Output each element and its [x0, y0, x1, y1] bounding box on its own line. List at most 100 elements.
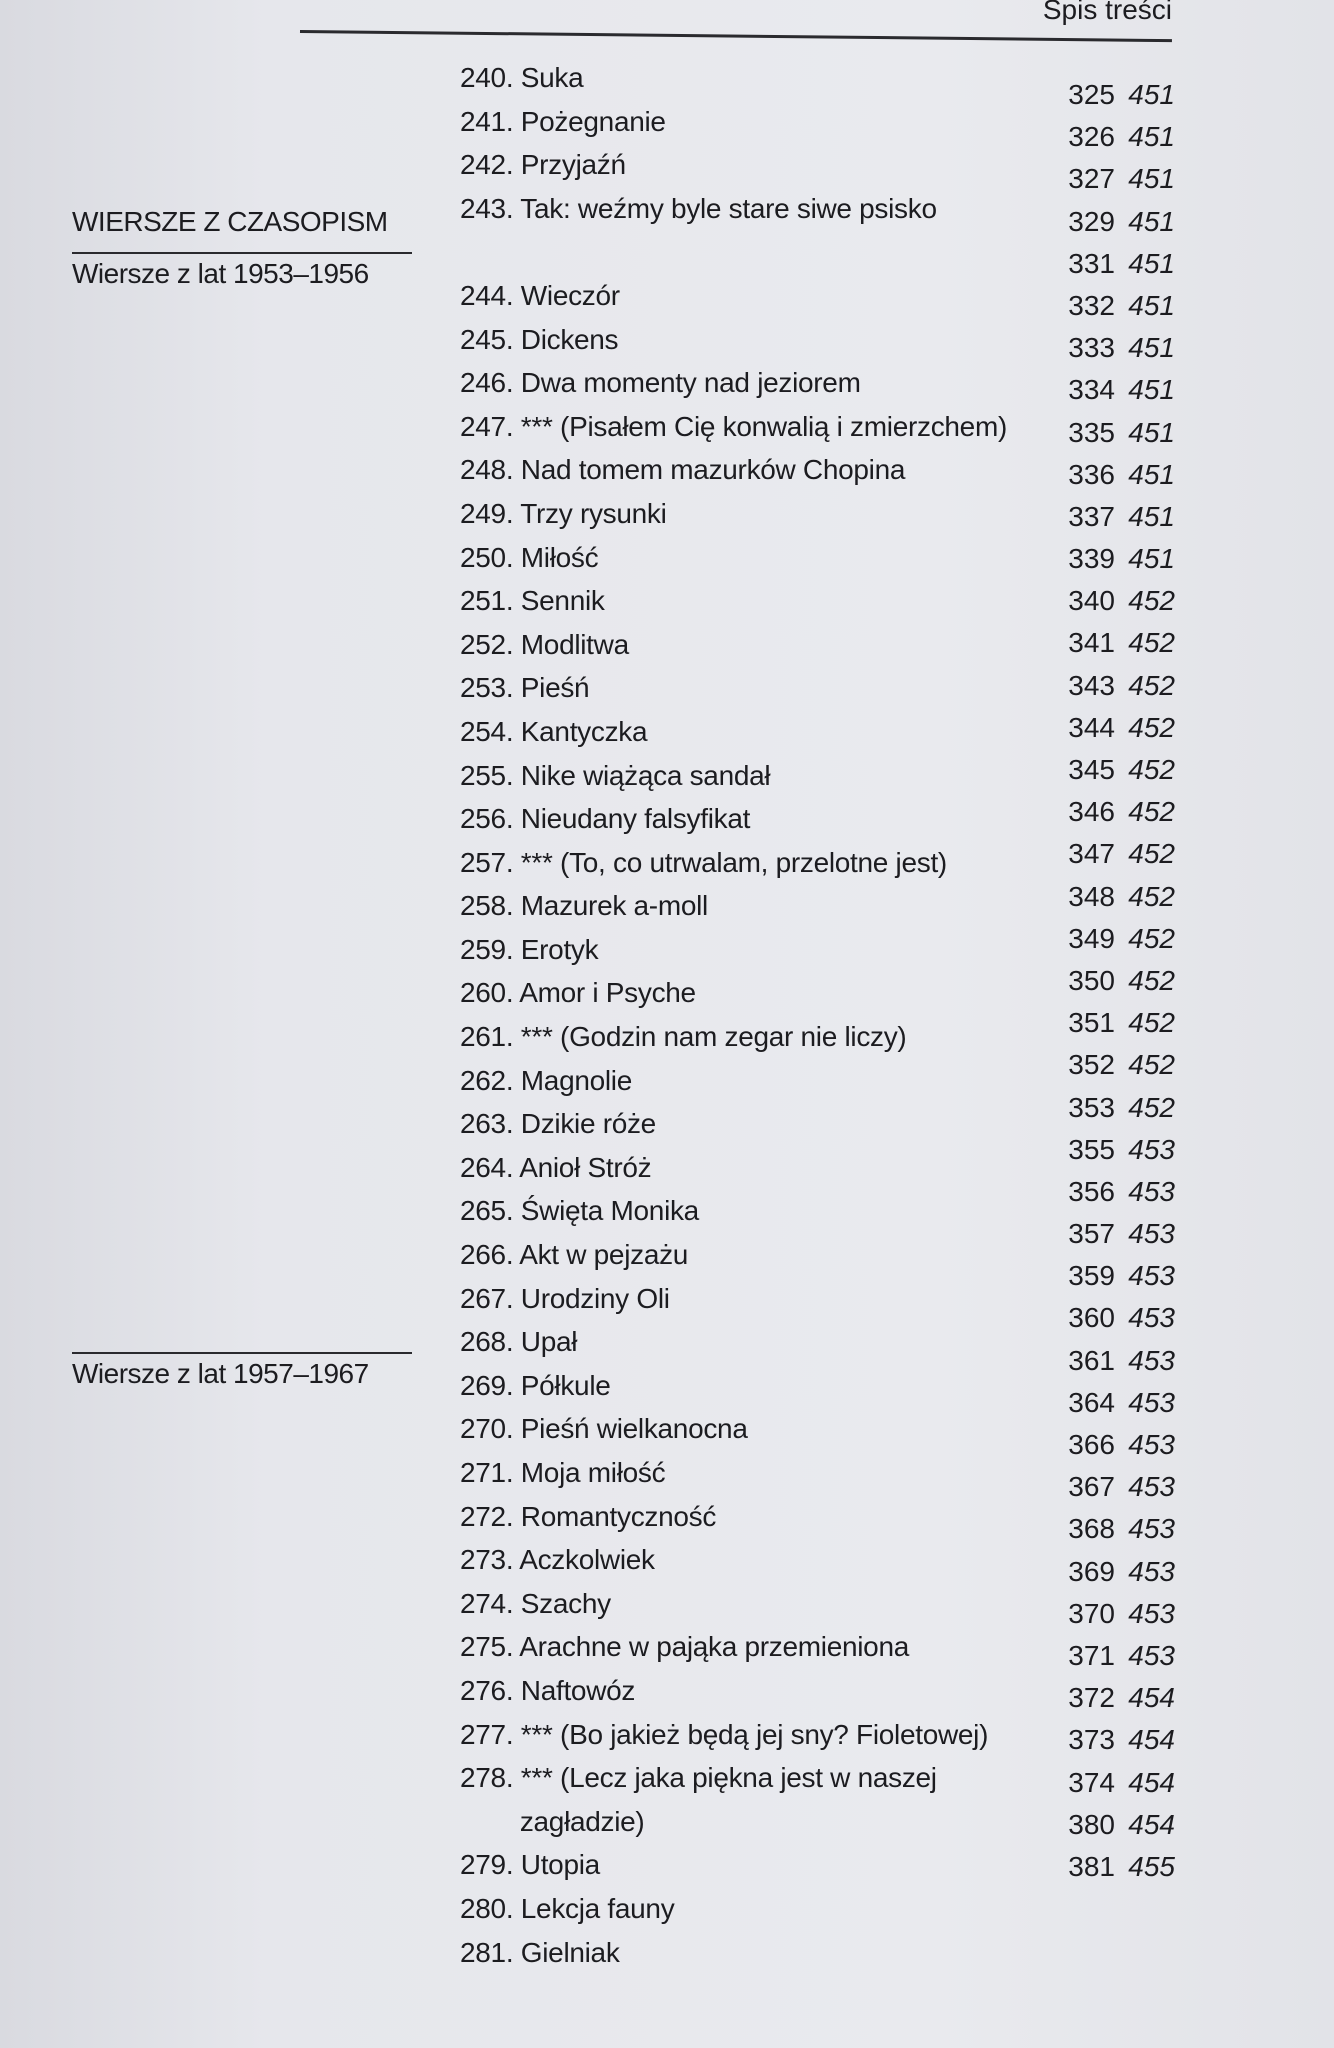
- toc-entry: 257. *** (To, co utrwalam, przelotne jes…: [460, 846, 947, 878]
- notes-page-number: 453: [1128, 1218, 1175, 1250]
- section-rule: [72, 252, 412, 254]
- notes-page-number: 452: [1128, 1007, 1175, 1039]
- page-number-pair: 326 451: [1055, 116, 1175, 158]
- toc-entry: 260. Amor i Psyche: [460, 977, 696, 1009]
- toc-entry: 270. Pieśń wielkanocna: [460, 1413, 748, 1445]
- notes-page-number: 453: [1128, 1260, 1175, 1292]
- toc-entry: 245. Dickens: [460, 323, 619, 355]
- notes-page-number: 451: [1128, 121, 1175, 153]
- page-number-pair: 368 453: [1055, 1508, 1175, 1550]
- text-page-number: 346: [1068, 796, 1115, 828]
- page-number-pair: 356 453: [1055, 1171, 1175, 1213]
- notes-page-number: 453: [1128, 1513, 1175, 1545]
- text-page-number: 325: [1068, 79, 1115, 110]
- notes-page-number: 452: [1128, 922, 1175, 954]
- toc-entry: 278. *** (Lecz jaka piękna jest w naszej: [460, 1762, 937, 1794]
- notes-page-number: 451: [1128, 500, 1175, 532]
- toc-entry: 264. Anioł Stróż: [460, 1151, 652, 1183]
- toc-entry: 273. Aczkolwiek: [460, 1544, 655, 1576]
- toc-entry: 250. Miłość: [460, 541, 599, 573]
- notes-page-number: 452: [1128, 796, 1175, 828]
- running-header: Spis treści: [1042, 0, 1172, 25]
- toc-entry: 244. Wieczór: [460, 279, 620, 311]
- toc-entry: 254. Kantyczka: [460, 715, 648, 747]
- page-number-pair: 335 451: [1055, 412, 1175, 454]
- notes-page-number: 451: [1128, 289, 1175, 321]
- page-number-pair: 329 451: [1055, 201, 1175, 243]
- text-page-number: 337: [1068, 500, 1115, 532]
- text-page-number: 366: [1068, 1429, 1115, 1460]
- toc-entry: 249. Trzy rysunki: [460, 497, 667, 529]
- notes-page-number: 452: [1128, 964, 1175, 996]
- notes-page-number: 453: [1128, 1429, 1175, 1460]
- toc-entry: 274. Szachy: [460, 1587, 611, 1619]
- page-number-pair: 349 452: [1055, 918, 1175, 960]
- notes-page-number: 451: [1128, 247, 1175, 279]
- notes-page-number: 453: [1128, 1597, 1175, 1629]
- toc-entries: 240. Suka 241. Pożegnanie 242. Przyjaźń 243…: [460, 56, 1007, 1974]
- page-number-pair: 357 453: [1055, 1213, 1175, 1255]
- page-number-pair: 351 452: [1055, 1002, 1175, 1044]
- text-page-number: 355: [1068, 1133, 1115, 1165]
- notes-page-number: 451: [1128, 416, 1175, 448]
- notes-page-number: 452: [1128, 669, 1175, 701]
- toc-entry: 281. Gielniak: [460, 1936, 620, 1968]
- page-number-pair: 360 453: [1055, 1297, 1175, 1339]
- toc-entry: 266. Akt w pejzażu: [460, 1239, 689, 1271]
- notes-page-number: 452: [1128, 627, 1175, 659]
- page-number-pair: 331 451: [1055, 243, 1175, 285]
- text-page-number: 359: [1068, 1260, 1115, 1292]
- page-number-pair: 346 452: [1055, 791, 1175, 833]
- toc-entry: 276. Naftowóz: [460, 1674, 636, 1706]
- toc-entry: 263. Dzikie róże: [460, 1108, 656, 1140]
- page-number-pair: 340 452: [1055, 580, 1175, 622]
- page-number-pair: 332 451: [1055, 285, 1175, 327]
- text-page-number: 360: [1068, 1302, 1115, 1334]
- notes-page-number: 453: [1128, 1639, 1175, 1671]
- page-number-pair: 347 452: [1055, 833, 1175, 875]
- toc-entry: 256. Nieudany falsyfikat: [460, 803, 751, 835]
- toc-entry: 246. Dwa momenty nad jeziorem: [460, 367, 861, 399]
- notes-page-number: 452: [1128, 754, 1175, 785]
- toc-entry: 267. Urodziny Oli: [460, 1282, 670, 1314]
- page-number-pair: 345 452: [1055, 749, 1175, 791]
- toc-entry: 243. Tak: weźmy byle stare siwe psisko: [460, 192, 937, 224]
- text-page-number: 369: [1068, 1555, 1115, 1587]
- notes-page-number: 452: [1128, 711, 1175, 743]
- text-page-number: 381: [1068, 1850, 1115, 1882]
- notes-page-number: 453: [1128, 1133, 1175, 1165]
- page-number-pair: 364 453: [1055, 1382, 1175, 1424]
- notes-page-number: 452: [1128, 1091, 1175, 1123]
- header-rule: [299, 30, 1172, 43]
- notes-page-number: 454: [1128, 1682, 1175, 1714]
- text-page-number: 334: [1068, 374, 1115, 406]
- text-page-number: 357: [1068, 1218, 1115, 1250]
- text-page-number: 372: [1068, 1682, 1115, 1714]
- text-page-number: 341: [1068, 627, 1115, 659]
- notes-page-number: 452: [1128, 585, 1175, 617]
- page-number-pair: 353 452: [1055, 1087, 1175, 1129]
- notes-page-number: 451: [1128, 79, 1175, 110]
- text-page-number: 347: [1068, 838, 1115, 870]
- text-page-number: 364: [1068, 1386, 1115, 1418]
- toc-entry: 253. Pieśń: [460, 672, 590, 704]
- text-page-number: 356: [1068, 1175, 1115, 1207]
- toc-entry: 251. Sennik: [460, 585, 605, 617]
- text-page-number: 348: [1068, 880, 1115, 912]
- text-page-number: 331: [1068, 247, 1115, 279]
- text-page-number: 329: [1068, 205, 1115, 237]
- toc-entry: 262. Magnolie: [460, 1064, 633, 1096]
- notes-page-number: 451: [1128, 205, 1175, 237]
- notes-page-number: 453: [1128, 1344, 1175, 1376]
- toc-entry: 255. Nike wiążąca sandał: [460, 759, 771, 791]
- section-heading: WIERSZE Z CZASOPISM: [72, 206, 388, 237]
- page-number-pair: 369 453: [1055, 1551, 1175, 1593]
- text-page-number: 351: [1068, 1007, 1115, 1039]
- notes-page-number: 452: [1128, 880, 1175, 912]
- page-number-pair: 341 452: [1055, 622, 1175, 664]
- toc-entry: 241. Pożegnanie: [460, 105, 666, 137]
- toc-entry: zagładzie): [460, 1805, 645, 1837]
- page-number-pair: 334 451: [1055, 369, 1175, 411]
- page-number-pair: 343 452: [1055, 665, 1175, 707]
- toc-entry: 247. *** (Pisałem Cię konwalią i zmierzc…: [460, 410, 1007, 442]
